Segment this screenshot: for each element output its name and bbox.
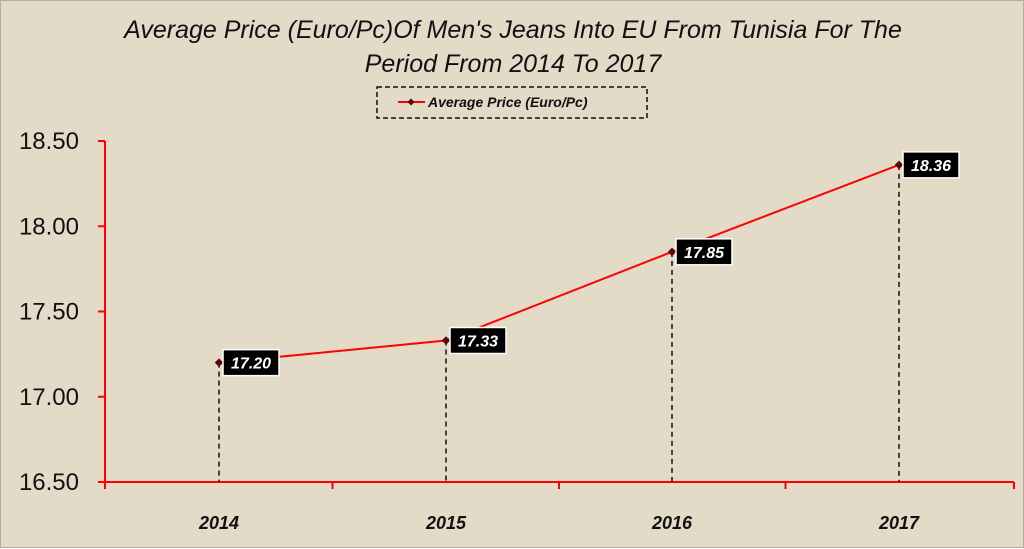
x-tick-label: 2017	[878, 513, 920, 533]
data-label-box	[222, 348, 280, 377]
y-axis: 16.50 17.00 17.50 18.00 18.50	[19, 128, 106, 496]
data-label: 17.33	[449, 326, 507, 355]
data-label-text: 17.20	[231, 356, 271, 373]
y-tick-label: 16.50	[19, 469, 79, 496]
chart-title-line-2: Period From 2014 To 2017	[365, 50, 663, 78]
series-line	[218, 163, 900, 364]
legend-label: Average Price (Euro/Pc)	[427, 94, 588, 110]
data-point-marker	[214, 358, 224, 367]
legend-box	[376, 86, 648, 119]
data-point-marker	[441, 336, 451, 345]
x-tick-label: 2015	[425, 513, 467, 533]
chart-title-line-1: Average Price (Euro/Pc)Of Men's Jeans In…	[122, 16, 902, 44]
data-label-text: 17.85	[684, 245, 725, 262]
legend-marker-swatch	[407, 98, 415, 106]
data-label-box	[902, 151, 960, 179]
data-point-marker	[667, 247, 677, 257]
data-label: 17.20	[222, 348, 280, 377]
y-tick-label: 18.50	[19, 128, 79, 155]
data-label-text: 18.36	[911, 158, 951, 175]
data-label-box	[675, 238, 733, 266]
data-label: 18.36	[902, 151, 960, 179]
y-tick-label: 18.00	[19, 213, 79, 240]
x-axis: 2014 2015 2016 2017	[104, 481, 1015, 533]
x-tick-label: 2014	[198, 513, 239, 533]
y-tick-label: 17.00	[19, 384, 79, 411]
data-label-text: 17.33	[458, 333, 498, 350]
data-label-box	[449, 326, 507, 355]
y-tick-label: 17.50	[19, 299, 79, 326]
data-point-marker	[894, 160, 904, 170]
series-average-price	[214, 160, 904, 367]
data-labels: 17.20 17.33 17.85 18.36	[222, 151, 960, 377]
data-label: 17.85	[675, 238, 733, 266]
drop-lines	[218, 164, 900, 482]
x-tick-label: 2016	[651, 513, 693, 533]
legend: Average Price (Euro/Pc)	[376, 86, 648, 119]
